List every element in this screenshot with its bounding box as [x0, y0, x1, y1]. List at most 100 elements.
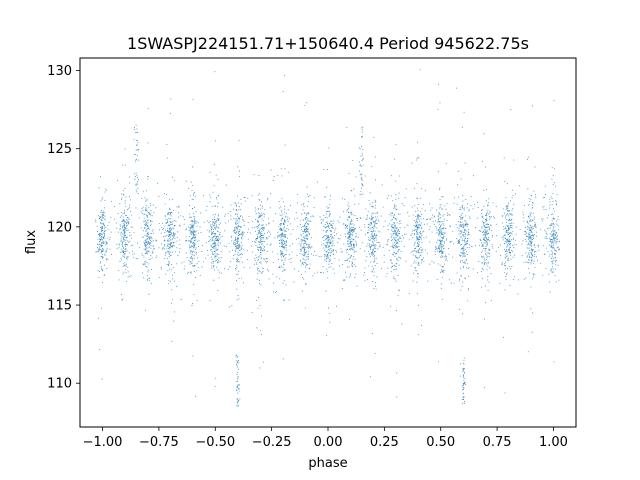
- data-point: [279, 265, 281, 267]
- data-point: [99, 262, 101, 264]
- data-point: [169, 209, 171, 211]
- data-point: [527, 242, 529, 244]
- data-point: [416, 237, 418, 239]
- data-point: [354, 258, 356, 260]
- data-point: [147, 242, 149, 244]
- data-point: [414, 267, 416, 269]
- data-point: [534, 267, 536, 269]
- data-point: [479, 238, 481, 241]
- data-point: [343, 243, 345, 245]
- data-point: [453, 282, 455, 284]
- data-point: [259, 228, 261, 230]
- data-point: [280, 230, 282, 232]
- data-point: [217, 249, 219, 251]
- data-point: [417, 264, 419, 266]
- data-point: [287, 209, 289, 211]
- data-point: [147, 271, 149, 273]
- data-point: [486, 231, 488, 233]
- data-point: [173, 234, 175, 236]
- data-point: [191, 259, 193, 261]
- data-point: [219, 260, 221, 263]
- data-point: [168, 217, 170, 220]
- data-point: [146, 225, 148, 227]
- data-point: [555, 237, 557, 239]
- data-point: [213, 242, 215, 244]
- data-point: [555, 242, 557, 244]
- data-point: [438, 361, 440, 363]
- data-point: [174, 237, 176, 239]
- data-point: [150, 223, 152, 225]
- data-point: [287, 220, 289, 223]
- data-point: [261, 240, 263, 243]
- data-point: [241, 261, 243, 263]
- data-point: [393, 236, 395, 238]
- data-point: [487, 238, 489, 240]
- data-point: [142, 236, 144, 238]
- data-point: [438, 214, 440, 216]
- data-point: [310, 216, 312, 218]
- data-point: [217, 219, 219, 221]
- data-point: [329, 199, 331, 201]
- data-point: [452, 256, 454, 258]
- data-point: [420, 237, 422, 239]
- data-point: [378, 241, 380, 244]
- data-point: [396, 268, 398, 270]
- data-point: [326, 210, 329, 212]
- data-point: [555, 281, 557, 283]
- data-point: [326, 221, 328, 223]
- x-axis-label: phase: [308, 456, 347, 471]
- data-point: [527, 225, 529, 228]
- data-point: [327, 241, 329, 243]
- data-point: [387, 229, 389, 231]
- data-point: [361, 146, 363, 148]
- data-point: [523, 261, 525, 263]
- data-point: [258, 283, 261, 285]
- data-point: [347, 207, 350, 209]
- data-point: [131, 250, 133, 252]
- data-point: [360, 127, 363, 129]
- data-point: [262, 227, 265, 229]
- data-point: [257, 224, 259, 226]
- data-point: [237, 166, 239, 168]
- data-point: [552, 252, 554, 254]
- data-point: [212, 242, 215, 244]
- data-point: [259, 271, 261, 273]
- data-point: [530, 212, 532, 214]
- data-point: [254, 210, 257, 212]
- data-point: [236, 378, 239, 380]
- data-point: [526, 228, 528, 230]
- data-point: [305, 282, 307, 285]
- data-point: [349, 230, 351, 232]
- data-point: [255, 262, 257, 264]
- data-point: [350, 214, 352, 216]
- data-point: [462, 254, 464, 256]
- data-point: [536, 259, 538, 261]
- data-point: [551, 224, 553, 226]
- data-point: [394, 253, 397, 255]
- data-point: [457, 243, 459, 245]
- data-point: [463, 247, 465, 249]
- data-point: [166, 234, 168, 237]
- data-point: [305, 226, 307, 228]
- data-point: [507, 224, 509, 227]
- data-point: [438, 245, 440, 247]
- data-point: [137, 258, 139, 260]
- data-point: [511, 225, 513, 227]
- data-point: [467, 300, 469, 302]
- data-point: [359, 226, 361, 228]
- data-point: [438, 231, 440, 233]
- data-point: [326, 252, 328, 254]
- data-point: [122, 219, 124, 221]
- data-point: [461, 204, 464, 206]
- data-point: [305, 256, 307, 258]
- data-point: [160, 266, 162, 269]
- data-point: [387, 238, 389, 240]
- data-point: [213, 267, 215, 269]
- data-point: [150, 247, 152, 249]
- data-point: [194, 215, 196, 217]
- data-point: [323, 236, 325, 238]
- data-point: [530, 308, 532, 310]
- data-point: [348, 215, 350, 218]
- data-point: [113, 218, 115, 220]
- data-point: [195, 230, 197, 232]
